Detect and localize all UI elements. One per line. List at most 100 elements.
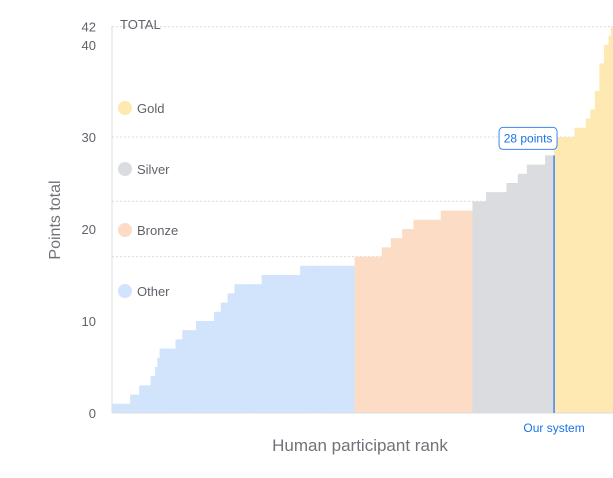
bar-gold xyxy=(576,127,580,414)
y-tick-label: 30 xyxy=(82,130,96,145)
bar-gold xyxy=(606,45,610,413)
bar-silver xyxy=(476,201,480,413)
bar-other xyxy=(223,302,226,413)
bar-other xyxy=(225,302,229,413)
legend-label-silver: Silver xyxy=(137,162,170,177)
bar-other xyxy=(134,394,138,413)
max-line-label: TOTAL xyxy=(120,17,161,32)
bar-silver xyxy=(499,192,503,413)
bar-other xyxy=(318,265,322,413)
bar-silver xyxy=(474,201,478,413)
bar-bronze xyxy=(422,219,426,413)
bar-other xyxy=(297,275,301,413)
bar-bronze xyxy=(456,210,460,413)
bar-gold xyxy=(592,109,596,414)
bar-other xyxy=(334,265,338,413)
bar-other xyxy=(123,403,127,413)
callout-box xyxy=(498,126,558,150)
bar-bronze xyxy=(408,229,412,413)
bar-other xyxy=(327,265,331,413)
bar-silver xyxy=(542,164,546,413)
bar-gold xyxy=(583,127,587,414)
bar-bronze xyxy=(413,219,417,413)
bar-silver xyxy=(479,201,483,413)
bar-other xyxy=(270,275,274,413)
legend-swatch-bronze xyxy=(118,223,132,237)
bar-other xyxy=(204,321,208,413)
bar-bronze xyxy=(424,219,428,413)
bar-bronze xyxy=(395,238,399,413)
bar-other xyxy=(143,385,147,413)
bar-gold xyxy=(556,137,560,413)
bar-other xyxy=(313,265,317,413)
bar-other xyxy=(336,265,340,413)
bar-other xyxy=(248,284,251,413)
bar-other xyxy=(141,385,145,413)
y-tick-label: 10 xyxy=(82,314,96,329)
bar-bronze xyxy=(365,256,369,413)
legend: Gold Silver Bronze Other xyxy=(118,101,178,299)
bar-other xyxy=(345,265,349,413)
bar-other xyxy=(266,275,270,413)
bar-other xyxy=(161,348,165,413)
bar-gold xyxy=(601,63,605,414)
bar-silver xyxy=(472,201,476,413)
bar-bronze xyxy=(452,210,455,413)
bar-other xyxy=(211,321,215,413)
bar-other xyxy=(125,403,129,413)
bar-other xyxy=(329,265,333,413)
bar-other xyxy=(175,339,179,413)
our-system-label: Our system xyxy=(523,421,584,435)
bar-gold xyxy=(610,26,613,413)
y-axis-title: Points total xyxy=(47,180,64,259)
bar-silver xyxy=(490,192,494,413)
bar-other xyxy=(216,311,220,413)
bar-silver xyxy=(549,155,553,413)
bar-other xyxy=(252,284,256,413)
bar-bronze xyxy=(438,219,442,413)
bar-bronze xyxy=(404,229,408,413)
bar-other xyxy=(168,348,172,413)
y-axis-ticks: 0 10 20 30 40 42 xyxy=(82,20,96,421)
bar-other xyxy=(209,321,213,413)
bar-other xyxy=(121,403,124,413)
bar-gold xyxy=(578,127,582,414)
bar-bronze xyxy=(368,256,372,413)
bar-silver xyxy=(529,164,532,413)
bar-bronze xyxy=(463,210,467,413)
bar-other xyxy=(347,265,351,413)
bar-other xyxy=(311,265,315,413)
bar-bronze xyxy=(379,256,383,413)
legend-swatch-silver xyxy=(118,162,132,176)
bar-silver xyxy=(504,192,508,413)
bar-bronze xyxy=(393,238,396,413)
legend-label-other: Other xyxy=(137,284,170,299)
bar-bronze xyxy=(390,238,394,413)
bar-other xyxy=(214,311,217,413)
bar-other xyxy=(114,403,118,413)
bar-other xyxy=(350,265,353,413)
legend-swatch-other xyxy=(118,284,132,298)
bar-silver xyxy=(495,192,498,413)
bar-bronze xyxy=(361,256,365,413)
bar-other xyxy=(173,348,177,413)
bar-other xyxy=(291,275,294,413)
bar-other xyxy=(232,293,236,413)
bar-other xyxy=(250,284,254,413)
bar-gold xyxy=(567,137,571,413)
bar-bronze xyxy=(363,256,367,413)
bar-bronze xyxy=(374,256,378,413)
bar-other xyxy=(180,339,183,413)
bar-gold xyxy=(569,137,573,413)
bar-gold xyxy=(560,137,564,413)
bar-other xyxy=(282,275,285,413)
bar-bronze xyxy=(372,256,376,413)
bar-other xyxy=(302,265,306,413)
bar-silver xyxy=(535,164,539,413)
bar-bronze xyxy=(399,238,403,413)
bar-other xyxy=(130,394,134,413)
bar-silver xyxy=(483,201,487,413)
bar-other xyxy=(259,284,263,413)
bar-silver xyxy=(520,173,523,413)
bar-other xyxy=(116,403,120,413)
